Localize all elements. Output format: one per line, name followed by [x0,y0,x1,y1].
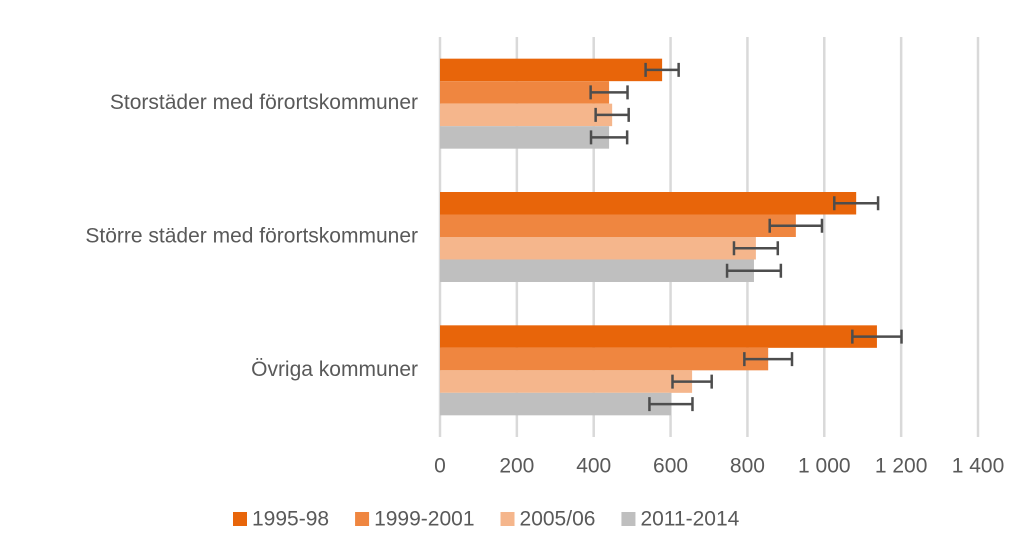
x-tick-label: 1 200 [875,455,928,478]
error-bar [671,374,713,389]
x-tick-label: 0 [434,455,446,478]
bar [440,214,796,237]
error-bar [833,196,880,211]
error-bar [648,397,694,412]
bar [440,392,671,416]
legend-swatch [355,512,370,526]
category-label: Övriga kommuner [251,358,418,381]
x-tick-label: 1 400 [952,455,1005,478]
bar [440,259,754,282]
bar [440,347,769,371]
x-tick-label: 600 [653,455,688,478]
error-bar [851,329,903,344]
error-bar [768,218,824,233]
x-tick-label: 1 000 [798,455,851,478]
bar [440,81,610,104]
error-bar [589,85,629,100]
x-tick-label: 400 [576,455,611,478]
bar [440,103,613,127]
legend-label: 1999-2001 [374,508,474,531]
legend-swatch [621,512,636,526]
x-tick-label: 800 [730,455,765,478]
error-bar [644,62,680,77]
category-label: Större städer med förortskommuner [85,225,418,248]
legend-swatch [233,512,247,526]
x-tick-label: 200 [499,455,534,478]
error-bar [594,107,630,122]
legend-label: 2005/06 [520,508,596,531]
legend-swatch [500,512,515,526]
error-bar [589,130,629,145]
bar [440,237,756,260]
legend-label: 2011-2014 [640,508,739,531]
bar [440,126,610,149]
category-label: Storstäder med förortskommuner [110,91,418,114]
error-bar [743,352,794,367]
error-bar [732,241,780,256]
bar [440,58,663,82]
bar [440,370,693,393]
bar [440,192,857,215]
error-bar [725,263,783,278]
legend-label: 1995-98 [252,508,329,531]
bar [440,325,877,348]
